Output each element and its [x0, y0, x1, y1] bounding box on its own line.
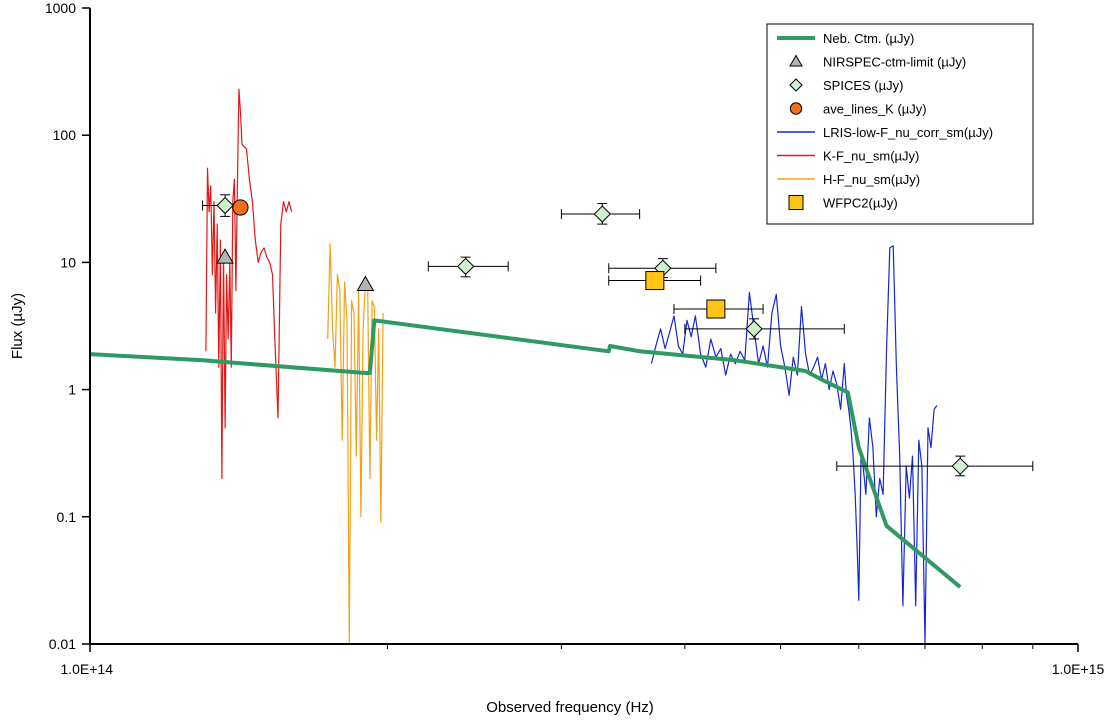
legend-item-h-f-nu-sm-jy: H-F_nu_sm(µJy) [777, 172, 920, 187]
legend-label: K-F_nu_sm(µJy) [823, 149, 919, 164]
legend-item-spices-jy: SPICES (µJy) [789, 78, 903, 93]
data-point-spices-jy [216, 196, 234, 215]
series-wfpc2-jy [608, 271, 764, 319]
series-k-f-nu-sm-jy [205, 88, 293, 480]
legend-item-nirspec-ctm-limit-jy: NIRSPEC-ctm-limit (µJy) [789, 54, 966, 70]
legend-label: H-F_nu_sm(µJy) [823, 172, 920, 187]
legend-label: WFPC2(µJy) [823, 196, 898, 211]
legend-item-ave-lines-k-jy: ave_lines_K (µJy) [789, 102, 927, 117]
series-line-h-f-nu-sm-jy [327, 243, 384, 644]
legend-box [766, 23, 1034, 225]
legend-label: NIRSPEC-ctm-limit (µJy) [823, 55, 966, 70]
axes-layer [82, 7, 1079, 652]
legend-label: SPICES (µJy) [823, 78, 903, 93]
data-point-wfpc2-jy [645, 271, 665, 291]
data-point-nirspec-ctm-limit-jy [216, 248, 234, 264]
legend-items: Neb. Ctm. (µJy) NIRSPEC-ctm-limit (µJy) SP… [777, 31, 993, 211]
legend-item-wfpc2-jy: WFPC2(µJy) [788, 195, 898, 211]
legend-swatch [788, 195, 804, 210]
marks-layer [90, 88, 1034, 644]
legend-swatch [789, 54, 803, 67]
x-axis-title: Observed frequency (Hz) [486, 699, 654, 716]
y-tick-label: 0.1 [57, 509, 77, 525]
y-tick-label: 0.01 [49, 636, 76, 652]
x-tick-label: 1.0E+14 [60, 661, 113, 677]
y-tick-label: 10 [60, 254, 76, 270]
legend-swatch [789, 102, 803, 115]
data-point-spices-jy [951, 457, 969, 475]
data-point-spices-jy [593, 205, 611, 223]
y-axis-title: Flux (µJy) [9, 293, 26, 359]
series-nirspec-ctm-limit-jy [216, 248, 375, 292]
series-ave-lines-k-jy [232, 199, 249, 216]
series-h-f-nu-sm-jy [327, 243, 384, 644]
y-tick-label: 1000 [45, 0, 76, 16]
data-point-spices-jy [456, 257, 475, 276]
data-point-wfpc2-jy [706, 299, 726, 319]
legend-item-lris-low-f-nu-corr-sm-jy: LRIS-low-F_nu_corr_sm(µJy) [777, 125, 993, 140]
series-line-k-f-nu-sm-jy [205, 88, 293, 480]
legend-label: Neb. Ctm. (µJy) [823, 31, 914, 46]
series-spices-jy [202, 194, 1034, 477]
y-tick-label: 100 [53, 127, 77, 143]
series-line-neb-ctm-jy [90, 318, 962, 589]
data-point-ave-lines-k-jy [232, 199, 249, 216]
legend-item-k-f-nu-sm-jy: K-F_nu_sm(µJy) [777, 149, 919, 164]
legend-label: LRIS-low-F_nu_corr_sm(µJy) [823, 125, 993, 140]
legend: Neb. Ctm. (µJy) NIRSPEC-ctm-limit (µJy) SP… [766, 23, 1034, 225]
legend-item-neb-ctm-jy: Neb. Ctm. (µJy) [777, 31, 914, 46]
data-point-spices-jy [745, 320, 763, 338]
x-tick-label: 1.0E+15 [1052, 661, 1105, 677]
legend-swatch [789, 78, 803, 92]
series-neb-ctm-jy [90, 318, 962, 589]
tick-labels-layer: 0.01 0.1 1 10 100 1000 1.0E+14 1.0E+15 [45, 0, 1105, 677]
legend-label: ave_lines_K (µJy) [823, 102, 927, 117]
data-point-nirspec-ctm-limit-jy [356, 275, 375, 292]
y-tick-label: 1 [68, 382, 76, 398]
